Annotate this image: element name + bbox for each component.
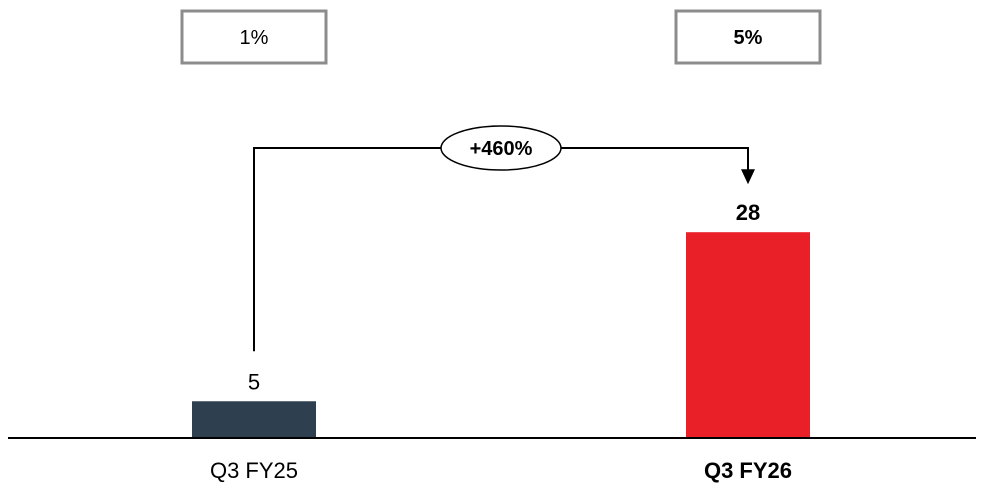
ratio-label-1: 1% xyxy=(240,27,269,49)
change-label: +460% xyxy=(470,138,533,160)
category-label-1: Q3 FY25 xyxy=(210,458,298,483)
change-connector: +460% xyxy=(253,125,755,352)
bar-2 xyxy=(686,232,810,438)
ratio-boxes: 1% 5% xyxy=(180,9,822,65)
value-label-2: 28 xyxy=(736,200,760,225)
change-ellipse xyxy=(440,125,562,171)
ratio-box-1 xyxy=(180,9,328,65)
category-labels: Q3 FY25 Q3 FY26 xyxy=(210,458,792,483)
bar-1 xyxy=(192,401,316,438)
ratio-label-2: 5% xyxy=(734,27,763,49)
ratio-box-2 xyxy=(674,9,822,65)
value-label-1: 5 xyxy=(248,369,260,394)
category-label-2: Q3 FY26 xyxy=(704,458,792,483)
bars xyxy=(192,232,810,438)
arrow-head xyxy=(741,169,755,185)
change-connector-line xyxy=(253,147,749,352)
value-labels: 5 28 xyxy=(248,200,760,394)
